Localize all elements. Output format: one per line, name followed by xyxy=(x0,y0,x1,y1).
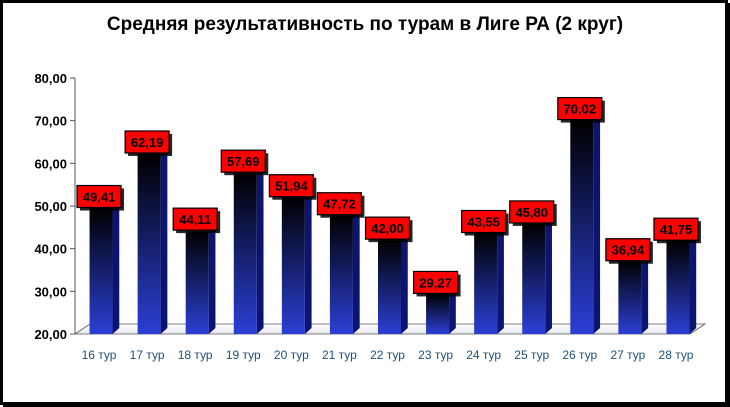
y-tick-label: 30,00 xyxy=(34,284,67,299)
bar-front xyxy=(281,197,305,334)
bar xyxy=(618,255,649,334)
y-tick-label: 60,00 xyxy=(34,156,67,171)
x-tick-label: 24 тур xyxy=(466,348,501,362)
bar xyxy=(137,147,168,334)
bar-side xyxy=(304,191,312,334)
data-label: 44,11 xyxy=(179,212,211,227)
data-label: 49,41 xyxy=(83,190,116,205)
data-label-box xyxy=(461,209,507,234)
x-tick-label: 20 тур xyxy=(274,348,309,362)
data-label: 70,02 xyxy=(564,102,597,117)
bar xyxy=(522,217,552,334)
bar-side xyxy=(545,217,552,334)
y-tick-label: 50,00 xyxy=(34,199,67,214)
data-label: 57,69 xyxy=(227,154,260,169)
x-tick-label: 19 тур xyxy=(226,348,261,362)
data-label-box xyxy=(316,192,363,216)
bar-side xyxy=(449,288,456,334)
bar-front xyxy=(474,233,498,334)
data-label-box xyxy=(220,149,266,173)
data-label-box xyxy=(653,217,699,241)
bar-front xyxy=(137,153,161,334)
chart-title: Средняя результативность по турам в Лиге… xyxy=(106,14,624,35)
bar-side xyxy=(497,227,504,334)
bar-front xyxy=(185,231,209,334)
x-tick-label: 23 тур xyxy=(418,348,453,362)
data-label: 47,72 xyxy=(323,197,356,212)
data-label: 29,27 xyxy=(419,275,452,290)
bar-side xyxy=(208,225,216,334)
bar-front xyxy=(233,173,257,334)
data-label: 45,80 xyxy=(515,205,548,220)
data-label-box xyxy=(412,270,459,295)
bar-front xyxy=(666,241,690,334)
data-label: 62,19 xyxy=(131,135,164,150)
x-tick-label: 21 тур xyxy=(322,348,357,362)
bar-side xyxy=(112,202,120,334)
data-label: 41,75 xyxy=(660,222,693,237)
x-tick-label: 17 тур xyxy=(130,348,165,362)
data-label-box xyxy=(509,200,555,224)
data-label-box xyxy=(364,216,411,240)
bar-front xyxy=(329,215,353,334)
bar-front xyxy=(426,294,450,334)
data-label-box xyxy=(268,174,314,198)
bar-front xyxy=(618,261,642,334)
data-label-box xyxy=(172,207,218,231)
x-tick-label: 16 тур xyxy=(82,348,117,362)
bar-front xyxy=(378,240,401,334)
bar-side xyxy=(352,209,360,334)
bar-side xyxy=(160,147,168,334)
x-tick-label: 26 тур xyxy=(562,348,597,362)
bar xyxy=(329,209,360,334)
bar-side xyxy=(689,235,697,334)
x-tick-label: 28 тур xyxy=(659,348,694,362)
y-tick-label: 80,00 xyxy=(34,71,67,86)
data-label: 43,55 xyxy=(467,215,500,230)
data-label: 42,00 xyxy=(371,221,404,236)
bar xyxy=(185,225,216,334)
data-label: 51,94 xyxy=(275,179,308,194)
bar-front xyxy=(89,208,113,334)
data-label-box xyxy=(124,130,170,154)
bar-front xyxy=(570,120,594,335)
y-tick-label: 20,00 xyxy=(34,327,67,342)
bar-side xyxy=(641,255,649,334)
data-label: 36,94 xyxy=(612,243,645,258)
bar-side xyxy=(401,234,408,334)
bar-side xyxy=(256,167,264,334)
bar xyxy=(233,167,264,334)
bar xyxy=(281,191,312,334)
data-label-box xyxy=(76,184,122,209)
bar xyxy=(474,227,504,334)
bar xyxy=(570,114,601,335)
x-tick-label: 25 тур xyxy=(514,348,549,362)
bar xyxy=(89,202,120,334)
bar xyxy=(378,234,408,334)
x-tick-label: 22 тур xyxy=(370,348,405,362)
x-tick-label: 18 тур xyxy=(178,348,213,362)
bar-front xyxy=(522,223,546,334)
y-tick-label: 40,00 xyxy=(34,242,67,257)
x-tick-label: 27 тур xyxy=(610,348,645,362)
bar xyxy=(666,235,697,334)
data-label-box xyxy=(557,96,603,121)
bar-side xyxy=(593,114,601,335)
data-label-box xyxy=(605,238,651,262)
y-tick-label: 70,00 xyxy=(34,114,67,129)
